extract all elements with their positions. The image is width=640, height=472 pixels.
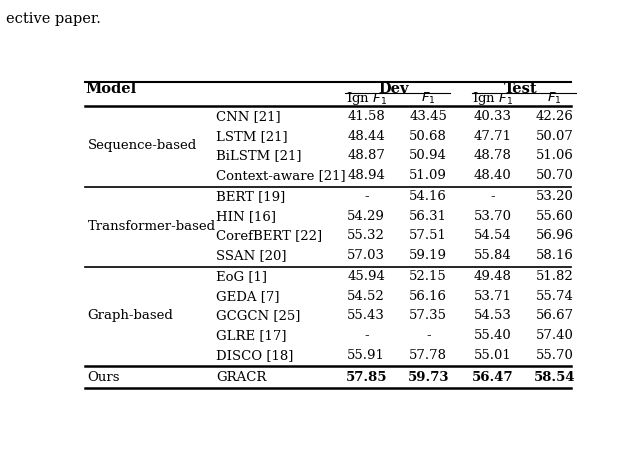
Text: 54.52: 54.52 bbox=[348, 290, 385, 303]
Text: 56.31: 56.31 bbox=[409, 210, 447, 223]
Text: 40.33: 40.33 bbox=[474, 110, 511, 123]
Text: Sequence-based: Sequence-based bbox=[88, 139, 196, 152]
Text: 55.74: 55.74 bbox=[536, 290, 573, 303]
Text: 47.71: 47.71 bbox=[474, 130, 511, 143]
Text: 54.54: 54.54 bbox=[474, 229, 511, 242]
Text: CorefBERT [22]: CorefBERT [22] bbox=[216, 229, 323, 242]
Text: 55.01: 55.01 bbox=[474, 349, 511, 362]
Text: 54.53: 54.53 bbox=[474, 310, 511, 322]
Text: -: - bbox=[364, 190, 369, 203]
Text: 58.54: 58.54 bbox=[534, 371, 575, 384]
Text: Model: Model bbox=[85, 82, 136, 96]
Text: HIN [16]: HIN [16] bbox=[216, 210, 276, 223]
Text: 55.43: 55.43 bbox=[348, 310, 385, 322]
Text: GRACR: GRACR bbox=[216, 371, 267, 384]
Text: ective paper.: ective paper. bbox=[6, 12, 101, 26]
Text: 56.47: 56.47 bbox=[472, 371, 513, 384]
Text: 53.20: 53.20 bbox=[536, 190, 573, 203]
Text: 57.51: 57.51 bbox=[409, 229, 447, 242]
Text: 52.15: 52.15 bbox=[410, 270, 447, 283]
Text: 50.70: 50.70 bbox=[536, 169, 573, 182]
Text: 50.94: 50.94 bbox=[409, 149, 447, 162]
Text: 59.19: 59.19 bbox=[409, 249, 447, 262]
Text: $F_1$: $F_1$ bbox=[421, 91, 435, 106]
Text: Ign $F_1$: Ign $F_1$ bbox=[472, 90, 513, 107]
Text: 42.26: 42.26 bbox=[536, 110, 573, 123]
Text: 54.16: 54.16 bbox=[409, 190, 447, 203]
Text: Transformer-based: Transformer-based bbox=[88, 219, 216, 233]
Text: 55.32: 55.32 bbox=[348, 229, 385, 242]
Text: Context-aware [21]: Context-aware [21] bbox=[216, 169, 346, 182]
Text: 56.96: 56.96 bbox=[536, 229, 573, 242]
Text: 56.16: 56.16 bbox=[409, 290, 447, 303]
Text: SSAN [20]: SSAN [20] bbox=[216, 249, 287, 262]
Text: 57.78: 57.78 bbox=[409, 349, 447, 362]
Text: 51.82: 51.82 bbox=[536, 270, 573, 283]
Text: 53.71: 53.71 bbox=[474, 290, 511, 303]
Text: Dev: Dev bbox=[378, 82, 409, 96]
Text: 48.94: 48.94 bbox=[348, 169, 385, 182]
Text: LSTM [21]: LSTM [21] bbox=[216, 130, 288, 143]
Text: 55.70: 55.70 bbox=[536, 349, 573, 362]
Text: 57.85: 57.85 bbox=[346, 371, 387, 384]
Text: 49.48: 49.48 bbox=[474, 270, 511, 283]
Text: BERT [19]: BERT [19] bbox=[216, 190, 285, 203]
Text: 59.73: 59.73 bbox=[408, 371, 449, 384]
Text: Test: Test bbox=[504, 82, 537, 96]
Text: 51.09: 51.09 bbox=[409, 169, 447, 182]
Text: -: - bbox=[364, 329, 369, 342]
Text: BiLSTM [21]: BiLSTM [21] bbox=[216, 149, 302, 162]
Text: Graph-based: Graph-based bbox=[88, 310, 173, 322]
Text: 55.40: 55.40 bbox=[474, 329, 511, 342]
Text: 50.07: 50.07 bbox=[536, 130, 573, 143]
Text: 53.70: 53.70 bbox=[474, 210, 511, 223]
Text: 48.78: 48.78 bbox=[474, 149, 511, 162]
Text: -: - bbox=[426, 329, 431, 342]
Text: 43.45: 43.45 bbox=[409, 110, 447, 123]
Text: 55.91: 55.91 bbox=[348, 349, 385, 362]
Text: 50.68: 50.68 bbox=[409, 130, 447, 143]
Text: GEDA [7]: GEDA [7] bbox=[216, 290, 280, 303]
Text: 55.84: 55.84 bbox=[474, 249, 511, 262]
Text: 57.40: 57.40 bbox=[536, 329, 573, 342]
Text: 51.06: 51.06 bbox=[536, 149, 573, 162]
Text: CNN [21]: CNN [21] bbox=[216, 110, 281, 123]
Text: Ours: Ours bbox=[88, 371, 120, 384]
Text: 54.29: 54.29 bbox=[348, 210, 385, 223]
Text: 41.58: 41.58 bbox=[348, 110, 385, 123]
Text: GLRE [17]: GLRE [17] bbox=[216, 329, 287, 342]
Text: $F_1$: $F_1$ bbox=[547, 91, 562, 106]
Text: 58.16: 58.16 bbox=[536, 249, 573, 262]
Text: EoG [1]: EoG [1] bbox=[216, 270, 268, 283]
Text: 56.67: 56.67 bbox=[536, 310, 573, 322]
Text: 55.60: 55.60 bbox=[536, 210, 573, 223]
Text: 57.35: 57.35 bbox=[409, 310, 447, 322]
Text: GCGCN [25]: GCGCN [25] bbox=[216, 310, 301, 322]
Text: 48.87: 48.87 bbox=[348, 149, 385, 162]
Text: 57.03: 57.03 bbox=[347, 249, 385, 262]
Text: Ign $F_1$: Ign $F_1$ bbox=[346, 90, 387, 107]
Text: 45.94: 45.94 bbox=[348, 270, 385, 283]
Text: -: - bbox=[490, 190, 495, 203]
Text: 48.44: 48.44 bbox=[348, 130, 385, 143]
Text: DISCO [18]: DISCO [18] bbox=[216, 349, 294, 362]
Text: 48.40: 48.40 bbox=[474, 169, 511, 182]
